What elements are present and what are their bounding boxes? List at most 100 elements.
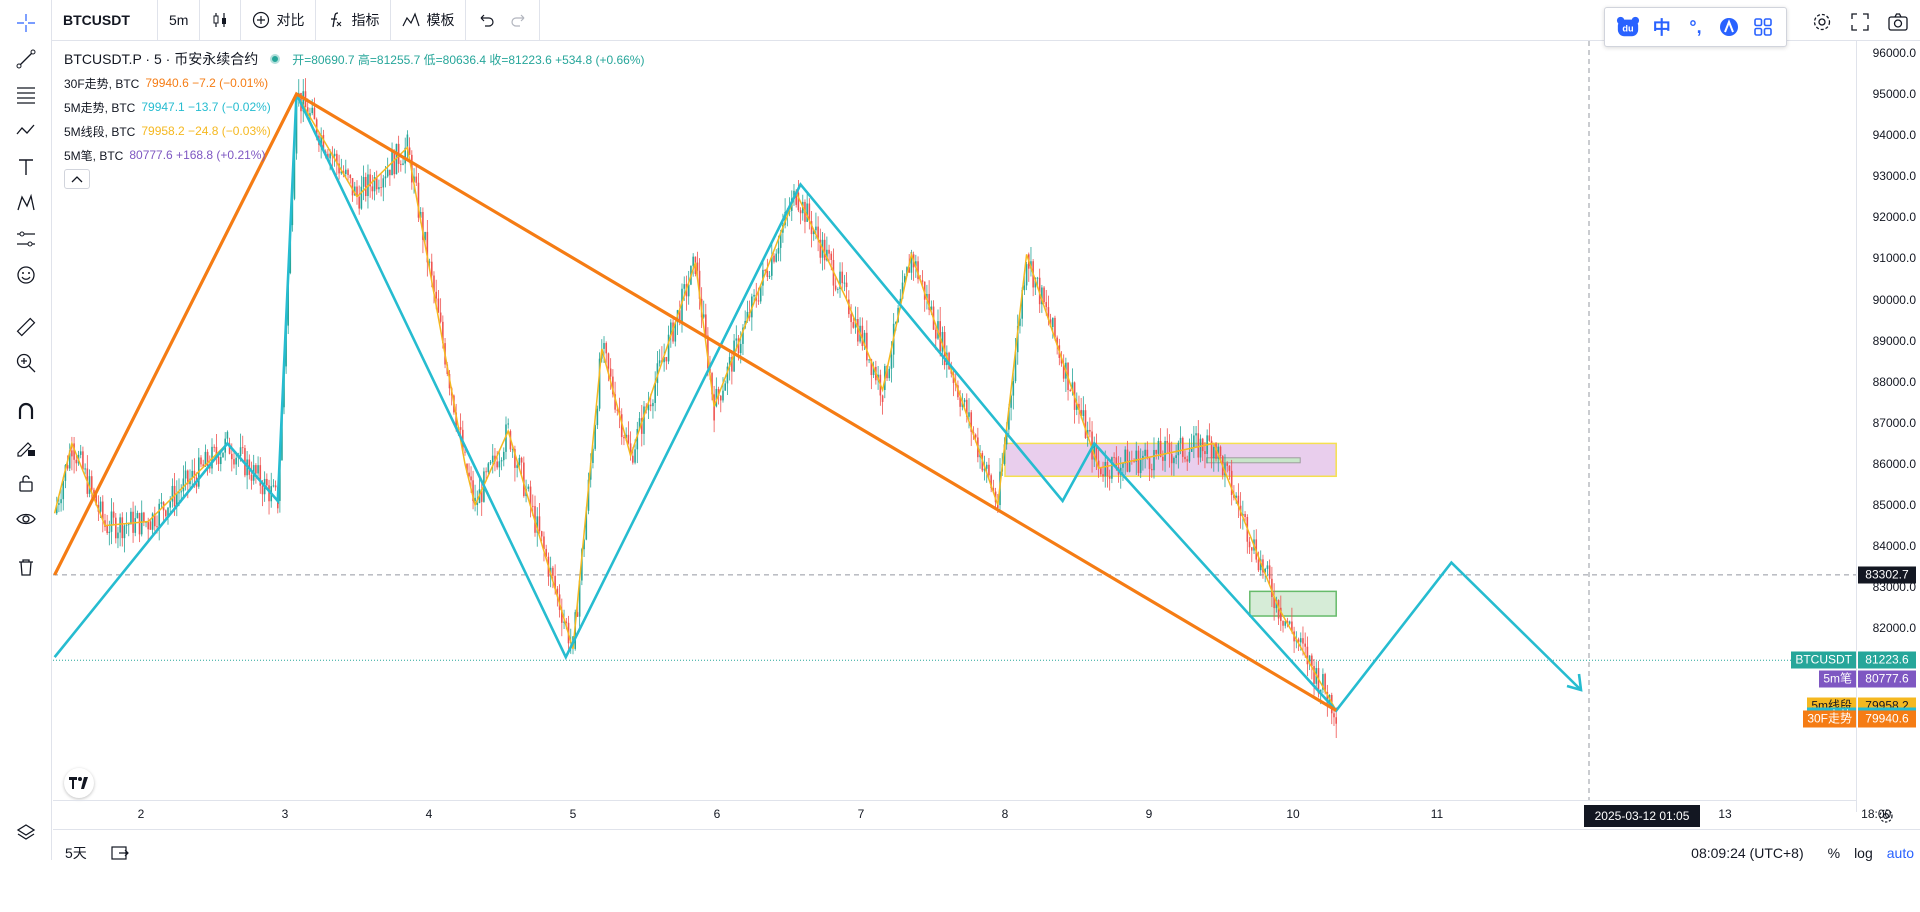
study-legend-row[interactable]: 30F走势, BTC 79940.6 −7.2 (−0.01%) (64, 71, 644, 95)
candle-body (1102, 474, 1104, 477)
tradingview-logo[interactable] (64, 768, 94, 798)
log-scale-button[interactable]: log (1854, 845, 1873, 861)
range-5d-button[interactable]: 5天 (53, 843, 99, 863)
redo-button[interactable] (499, 0, 541, 41)
candle-body (663, 356, 665, 363)
candle-body (274, 485, 277, 488)
candle-body (1201, 438, 1204, 452)
fullscreen-button[interactable] (1846, 8, 1874, 36)
language-zh-button[interactable]: 中 (1652, 18, 1671, 38)
candle-body (1012, 381, 1015, 396)
candle-body (480, 489, 483, 502)
trendline-tool[interactable] (10, 44, 42, 74)
undo-button[interactable] (466, 0, 499, 41)
candle-body (498, 461, 501, 468)
candle-body (1208, 435, 1211, 441)
punctuation-button[interactable]: °, (1689, 16, 1702, 37)
candle-body (839, 271, 841, 290)
candle-body (647, 404, 650, 411)
candle-body (1056, 337, 1058, 346)
study-legend-row[interactable]: 5M笔, BTC 80777.6 +168.8 (+0.21%) (64, 143, 644, 167)
candle-body (797, 192, 800, 211)
text-tool[interactable] (10, 152, 42, 182)
candle-body (941, 331, 944, 352)
candle-body (1306, 646, 1309, 665)
goto-date-button[interactable] (99, 845, 141, 861)
stay-drawing-tool[interactable] (10, 432, 42, 462)
compare-button[interactable]: 对比 (241, 0, 317, 41)
lock-tool[interactable] (10, 468, 42, 498)
remove-drawings-tool[interactable] (10, 552, 42, 582)
interval-button[interactable]: 5m (158, 0, 201, 41)
candle-body (908, 267, 910, 273)
pattern-tool[interactable] (10, 116, 42, 146)
object-tree-button[interactable] (10, 818, 42, 848)
candle-body (1023, 285, 1026, 291)
candle-body (696, 262, 699, 271)
screenshot-button[interactable] (1884, 8, 1912, 36)
emoji-tool[interactable] (10, 260, 42, 290)
trendline-icon (16, 49, 36, 69)
candle-body (702, 314, 705, 318)
clock[interactable]: 08:09:24 (UTC+8) (1691, 845, 1804, 861)
chart-pane[interactable] (53, 41, 1856, 829)
candle-body (117, 532, 119, 539)
study-legend-row[interactable]: 5M走势, BTC 79947.1 −13.7 (−0.02%) (64, 95, 644, 119)
candle-body (93, 489, 95, 494)
legend-collapse-button[interactable] (64, 169, 90, 189)
percent-scale-button[interactable]: % (1827, 845, 1841, 861)
candle-body (665, 356, 668, 362)
candle-body (742, 327, 744, 344)
forecast-tool[interactable] (10, 224, 42, 254)
time-axis-settings-button[interactable] (1878, 808, 1894, 829)
study-value: 79947.1 −13.7 (−0.02%) (141, 100, 271, 114)
candle-body (1175, 455, 1177, 458)
price-chart[interactable] (53, 41, 1856, 800)
hide-tool[interactable] (10, 504, 42, 534)
candle-body (313, 107, 316, 120)
xabcd-tool[interactable] (10, 188, 42, 218)
candle-body (151, 513, 154, 530)
candle-body (413, 176, 415, 183)
top-toolbar: BTCUSDT 5m 对比 指标 模板 (0, 0, 1920, 41)
user-icon[interactable] (1717, 15, 1741, 39)
svg-text:du: du (1622, 24, 1634, 34)
candle-body (1170, 454, 1173, 464)
templates-button[interactable]: 模板 (391, 0, 467, 41)
candle-body (217, 456, 220, 465)
candle-body (1142, 455, 1144, 460)
layers-icon (16, 824, 36, 840)
candle-body (683, 284, 686, 289)
price-scale[interactable]: 96000.0 95000.0 94000.0 93000.0 92000.0 91000… (1856, 41, 1920, 812)
candle-body (112, 511, 115, 518)
magnet-tool[interactable] (10, 396, 42, 426)
candle-body (338, 163, 340, 174)
study-legend-row[interactable]: 5M线段, BTC 79958.2 −24.8 (−0.03%) (64, 119, 644, 143)
candle-body (552, 567, 554, 576)
chart-type-button[interactable] (200, 0, 242, 41)
candle-body (830, 253, 833, 261)
auto-scale-button[interactable]: auto (1886, 845, 1914, 861)
candle-body (228, 443, 231, 454)
du-bear-icon[interactable]: du (1616, 15, 1640, 39)
zoom-tool[interactable] (10, 348, 42, 378)
time-scale[interactable]: 18:00 13 11 10 9 8 7 6 5 4 3 2 2025-03-12 01:05 (53, 800, 1891, 829)
market-status-dot (270, 54, 281, 64)
candle-body (770, 255, 773, 276)
indicators-button[interactable]: 指标 (316, 0, 392, 41)
grid-icon[interactable] (1751, 15, 1775, 39)
candle-body (472, 480, 474, 502)
candle-body (1257, 559, 1260, 571)
candle-body (1157, 440, 1160, 454)
fib-tool[interactable] (10, 80, 42, 110)
crosshair-tool[interactable] (10, 8, 42, 38)
candle-body (598, 358, 601, 409)
price-tick-label: 84000.0 (1872, 539, 1916, 554)
settings-button[interactable] (1808, 8, 1836, 36)
candle-body (302, 91, 305, 112)
candle-body (322, 134, 325, 152)
candle-body (988, 464, 990, 476)
candle-body (536, 516, 539, 533)
ruler-tool[interactable] (10, 312, 42, 342)
symbol-search-button[interactable]: BTCUSDT (0, 0, 158, 41)
